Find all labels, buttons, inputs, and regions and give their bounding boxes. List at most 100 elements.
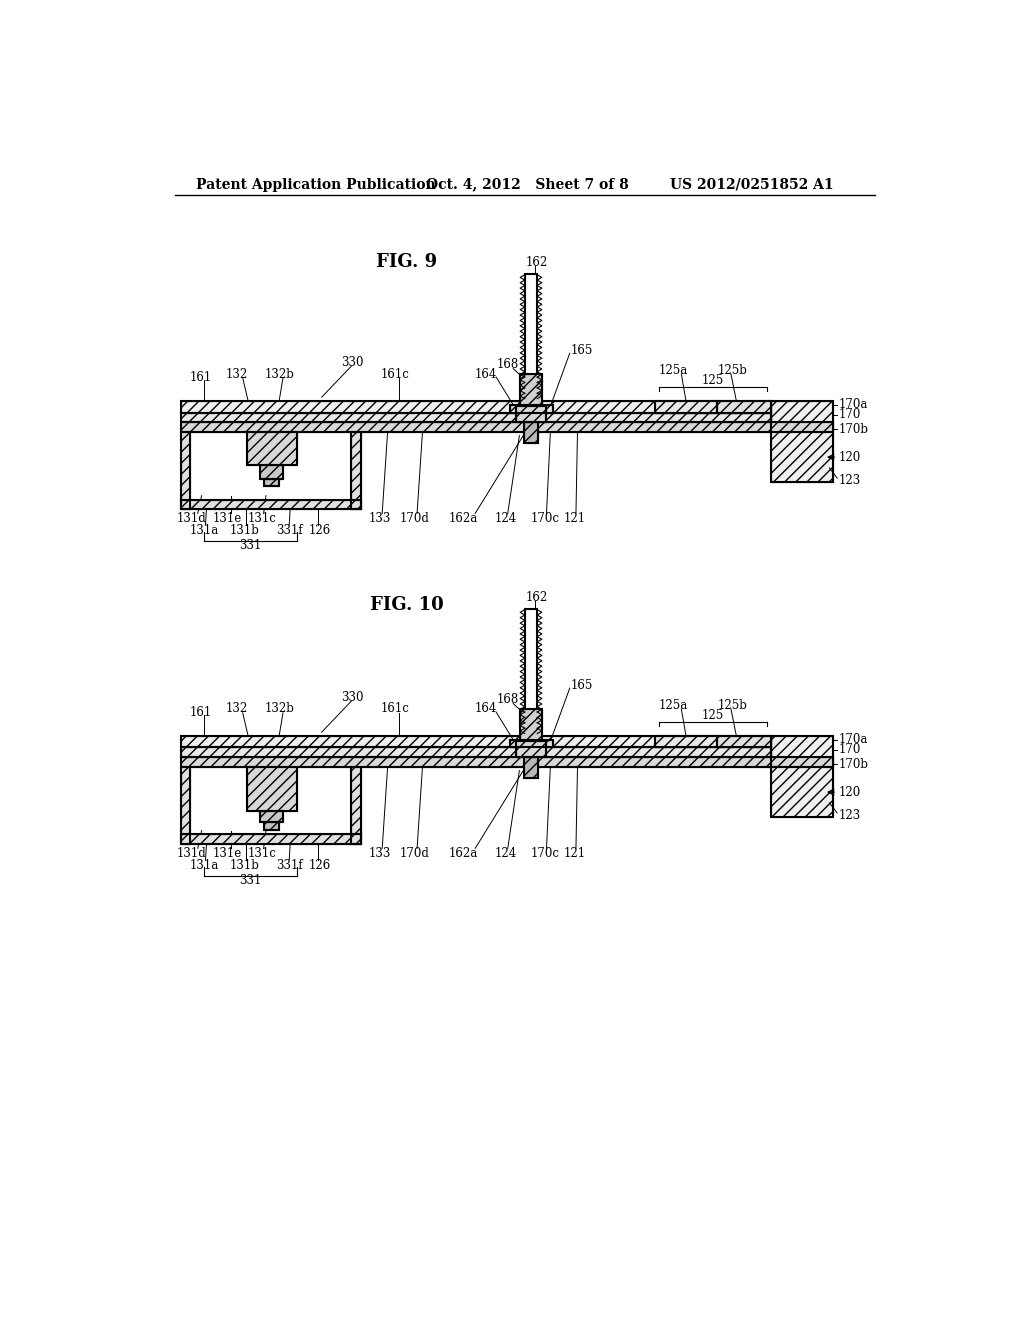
Bar [516,742,546,756]
Text: 126: 126 [308,524,331,537]
Bar [180,401,771,412]
Bar [180,767,190,843]
Bar [520,709,542,747]
Bar [263,479,280,487]
Text: 170b: 170b [839,422,868,436]
Text: 131b: 131b [229,859,259,871]
Text: 162: 162 [526,256,548,269]
Bar [520,374,542,412]
Text: FIG. 10: FIG. 10 [370,597,443,614]
Text: 330: 330 [341,690,364,704]
Bar [524,756,538,779]
Text: 170: 170 [839,743,861,756]
Bar [655,737,717,747]
Text: 170a: 170a [839,733,868,746]
Text: 331: 331 [240,539,262,552]
Text: 162a: 162a [449,512,478,525]
Text: 330: 330 [341,356,364,370]
Bar [263,822,280,830]
Text: US 2012/0251852 A1: US 2012/0251852 A1 [671,178,835,191]
Text: 125a: 125a [658,363,687,376]
Bar [351,767,360,843]
Bar [180,767,190,843]
Bar [655,401,717,412]
Text: 124: 124 [495,512,517,525]
Text: 331: 331 [240,874,262,887]
Text: 161c: 161c [381,702,410,715]
Bar [180,756,834,767]
Bar [180,422,834,432]
Text: 131d: 131d [177,512,207,525]
Text: 170a: 170a [839,399,868,412]
Text: 161: 161 [190,706,212,719]
Text: 120: 120 [839,785,861,799]
Bar [180,422,834,432]
Bar [524,275,538,401]
Text: 131a: 131a [189,859,218,871]
Bar [717,401,771,412]
Text: 121: 121 [564,512,586,525]
Bar [180,834,360,843]
Bar [180,737,771,747]
Text: 125b: 125b [718,363,748,376]
Text: 170d: 170d [399,512,430,525]
Bar [524,609,538,737]
Bar [351,767,360,843]
Text: 124: 124 [495,847,517,861]
Text: 126: 126 [308,859,331,871]
Text: 131c: 131c [248,512,276,525]
Bar [717,737,771,747]
Text: 162: 162 [526,591,548,603]
Text: 331f: 331f [275,524,302,537]
Text: 168: 168 [497,358,519,371]
Text: 131e: 131e [213,512,242,525]
Text: 161c: 161c [381,367,410,380]
Text: 133: 133 [369,512,391,525]
Bar [260,465,283,479]
Bar [260,810,283,822]
Bar [510,405,553,412]
Text: 133: 133 [369,847,391,861]
Text: 164: 164 [475,702,498,715]
Text: 125b: 125b [718,698,748,711]
Bar [524,422,538,444]
Bar [180,834,360,843]
Text: 125a: 125a [658,698,687,711]
Bar [180,432,190,508]
Bar [351,432,360,508]
Text: 120: 120 [839,450,861,463]
Bar [516,742,546,756]
Bar [771,737,834,817]
Bar [524,422,538,444]
Text: 123: 123 [839,474,861,487]
Bar [180,432,190,508]
Bar [717,737,771,747]
Bar [655,401,717,412]
Bar [516,407,546,422]
Bar [247,767,297,810]
Text: FIG. 9: FIG. 9 [377,253,437,272]
Text: 331f: 331f [275,859,302,871]
Bar [180,756,834,767]
Bar [510,739,553,747]
Bar [524,756,538,779]
Bar [524,275,538,401]
Bar [180,747,771,756]
Bar [263,822,280,830]
Bar [524,609,538,737]
Bar [260,810,283,822]
Text: 165: 165 [570,345,593,358]
Bar [180,412,771,422]
Text: 125: 125 [702,375,724,388]
Bar [247,432,297,465]
Bar [247,432,297,465]
Text: 132b: 132b [264,702,294,715]
Bar [263,479,280,487]
Bar [180,499,360,508]
Text: 162a: 162a [449,847,478,861]
Bar [717,401,771,412]
Bar [180,412,771,422]
Text: 132: 132 [225,367,248,380]
Bar [655,737,717,747]
Text: 170d: 170d [399,847,430,861]
